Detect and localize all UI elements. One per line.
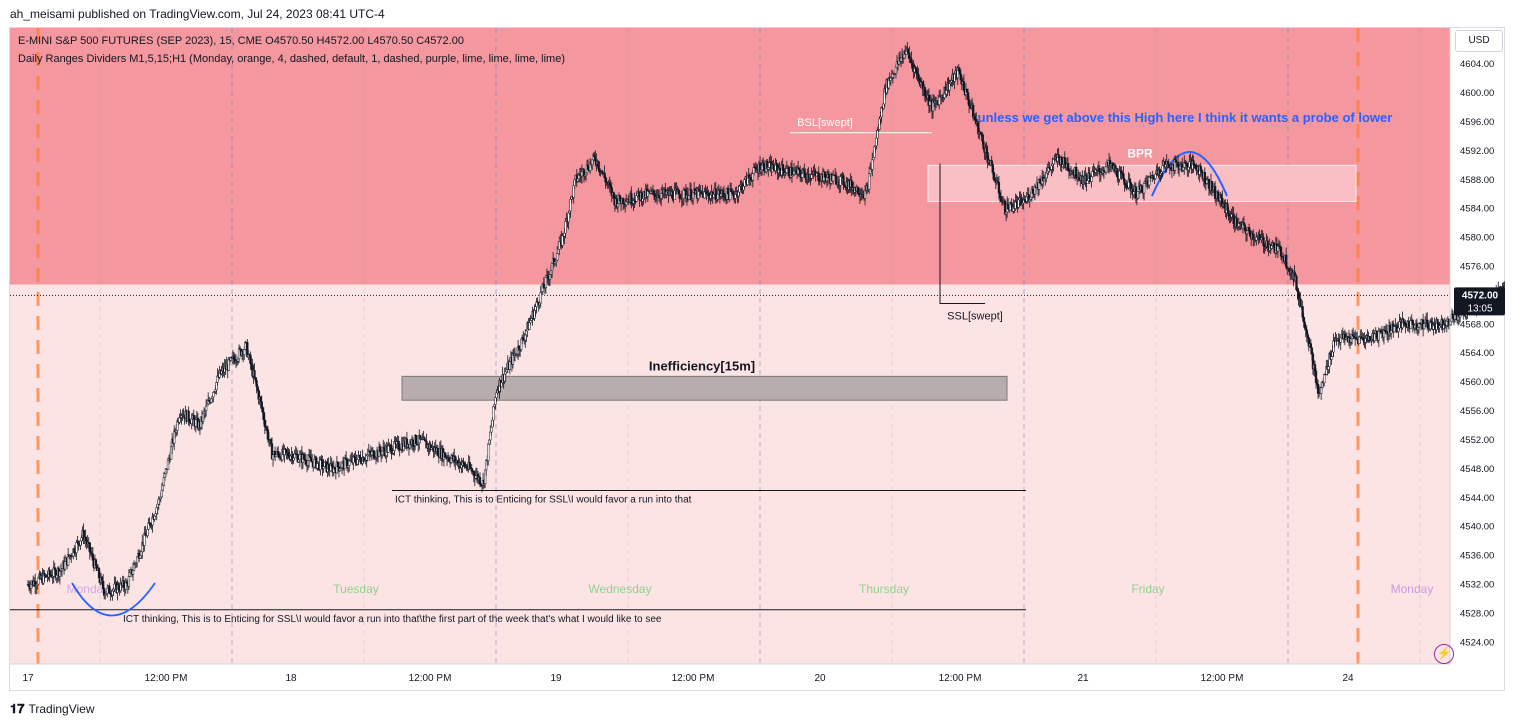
candle-body: [1299, 298, 1302, 307]
candle-body: [253, 370, 256, 378]
candle-body: [652, 190, 656, 195]
candle-body: [637, 190, 640, 195]
price-tick: 4584.00: [1460, 204, 1494, 215]
day-label: Monday: [1391, 582, 1434, 596]
time-tick: 21: [1077, 673, 1089, 684]
candle-body: [564, 221, 567, 234]
price-tick: 4576.00: [1460, 262, 1494, 273]
ict-note-2: ICT thinking, This is to Enticing for SS…: [123, 614, 662, 625]
candle-body: [411, 439, 415, 447]
current-price-badge: [1454, 287, 1505, 316]
price-tick: 4548.00: [1460, 464, 1494, 475]
candle-body: [1010, 202, 1013, 205]
footer-brand: TradingView: [28, 702, 95, 716]
candle-body: [1279, 246, 1283, 257]
candle-body: [131, 570, 135, 575]
lightning-icon[interactable]: ⚡: [1434, 644, 1454, 664]
candle-body: [490, 426, 493, 433]
candle-body: [1451, 313, 1455, 319]
time-tick: 12:00 PM: [672, 673, 715, 684]
candle-body: [338, 468, 342, 471]
low-arc[interactable]: [71, 582, 156, 617]
price-tick: 4560.00: [1460, 377, 1494, 388]
candle-body: [997, 182, 1001, 194]
price-tick: 4556.00: [1460, 406, 1494, 417]
price-tick: 4528.00: [1460, 608, 1494, 619]
candle-body: [204, 405, 208, 412]
day-label: Thursday: [859, 582, 909, 596]
time-tick: 12:00 PM: [145, 673, 188, 684]
time-tick: 12:00 PM: [1201, 673, 1244, 684]
symbol-legend[interactable]: E-MINI S&P 500 FUTURES (SEP 2023), 15, C…: [18, 35, 464, 47]
price-tick: 4536.00: [1460, 551, 1494, 562]
price-tick: 4596.00: [1460, 117, 1494, 128]
publisher-attribution: ah_meisami published on TradingView.com,…: [10, 7, 385, 21]
candle-body: [336, 461, 340, 468]
currency-button[interactable]: USD: [1455, 30, 1503, 52]
candle-body: [763, 162, 766, 172]
candle-body: [1266, 240, 1269, 248]
price-tick: 4592.00: [1460, 146, 1494, 157]
price-tick: 4600.00: [1460, 88, 1494, 99]
candle-body: [135, 556, 139, 564]
discount-zone: [10, 284, 1450, 664]
time-tick: 12:00 PM: [939, 673, 982, 684]
premium-zone: [10, 28, 1450, 285]
time-tick: 18: [285, 673, 297, 684]
price-tick: 4568.00: [1460, 319, 1494, 330]
footer: 𝟏𝟕 TradingView: [10, 701, 95, 717]
ssl-label: SSL[swept]: [947, 310, 1003, 322]
candle-body: [1309, 343, 1313, 349]
candle-body: [1323, 373, 1326, 384]
time-tick: 12:00 PM: [409, 673, 452, 684]
price-tick: 4552.00: [1460, 435, 1494, 446]
candle-body: [1161, 165, 1164, 173]
day-label: Tuesday: [333, 582, 379, 596]
candle-body: [1090, 176, 1093, 182]
candle-body: [1285, 254, 1288, 268]
candle-body: [982, 140, 985, 149]
bsl-label: BSL[swept]: [797, 117, 853, 129]
chart-plot[interactable]: Monday Tuesday Wednesday Thursday Friday Mond…: [10, 28, 1505, 690]
day-label: Wednesday: [588, 582, 651, 596]
inefficiency-box[interactable]: [401, 375, 1008, 401]
candle-body: [1140, 185, 1144, 193]
candle-body: [556, 253, 559, 261]
indicator-legend[interactable]: Daily Ranges Dividers M1,5,15;H1 (Monday…: [18, 53, 566, 65]
price-tick: 4588.00: [1460, 175, 1494, 186]
candle-body: [487, 443, 490, 461]
price-tick: 4604.00: [1460, 59, 1494, 70]
time-tick: 20: [814, 673, 826, 684]
price-tick: 4580.00: [1460, 233, 1494, 244]
candle-body: [127, 576, 131, 587]
candle-body: [1142, 183, 1146, 194]
candle-body: [962, 81, 966, 91]
inefficiency-label: Inefficiency[15m]: [649, 358, 755, 373]
current-price-label: 4572.00: [1462, 290, 1499, 301]
ict-note-1: ICT thinking, This is to Enticing for SS…: [395, 495, 692, 506]
time-tick: 24: [1342, 673, 1354, 684]
candle-body: [60, 568, 64, 571]
candle-body: [298, 454, 301, 460]
price-tick: 4532.00: [1460, 580, 1494, 591]
price-tick: 4564.00: [1460, 348, 1494, 359]
bpr-label: BPR: [1127, 146, 1153, 160]
candle-body: [1167, 163, 1170, 168]
tradingview-logo-icon: 𝟏𝟕: [10, 701, 25, 716]
candle-body: [492, 406, 495, 421]
price-tick: 4524.00: [1460, 637, 1494, 648]
price-tick: 4544.00: [1460, 493, 1494, 504]
candle-body: [938, 96, 941, 105]
time-tick: 17: [22, 673, 34, 684]
candle-body: [63, 561, 67, 570]
day-label: Friday: [1131, 582, 1164, 596]
comment-text: unless we get above this High here I thi…: [978, 110, 1393, 125]
price-tick: 4540.00: [1460, 522, 1494, 533]
time-tick: 19: [550, 673, 562, 684]
countdown-label: 13:05: [1467, 303, 1492, 314]
candle-body: [804, 172, 807, 178]
ssl-bracket[interactable]: [939, 163, 985, 304]
